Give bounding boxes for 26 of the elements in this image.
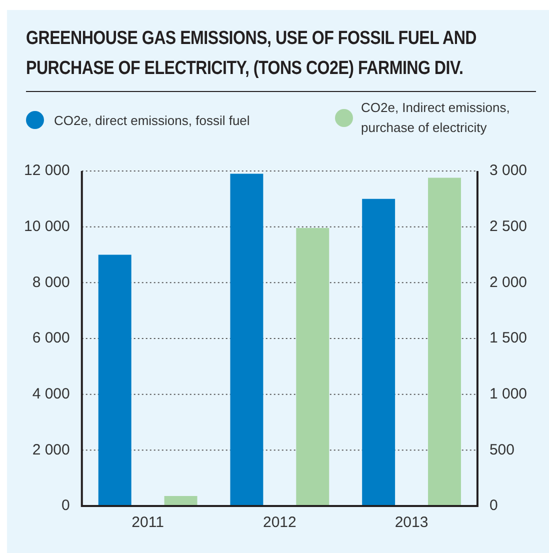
y-tick-label: 8 000 [32, 274, 70, 291]
bar [296, 228, 330, 506]
y-tick-label: 0 [62, 497, 70, 514]
x-tick-label: 2012 [262, 514, 296, 532]
y2-tick-label: 2 000 [489, 274, 528, 291]
y-tick-label: 6 000 [32, 330, 70, 347]
y2-tick-label: 2 500 [489, 218, 528, 235]
y-tick-label: 12 000 [24, 162, 70, 180]
x-tick-label: 2013 [394, 514, 428, 532]
y2-tick-label: 1 000 [489, 385, 528, 402]
y2-tick-label: 1 500 [489, 330, 528, 347]
bar [164, 496, 198, 506]
y2-tick-label: 3 000 [489, 162, 528, 180]
y-tick-label: 2 000 [32, 441, 70, 458]
y2-tick-label: 500 [489, 441, 514, 458]
legend-label: CO2e, direct emissions, fossil fuel [54, 112, 250, 128]
bar [230, 174, 264, 506]
y-tick-label: 4 000 [32, 385, 70, 402]
bar [428, 178, 461, 506]
y2-tick-label: 0 [489, 497, 498, 514]
y-tick-label: 10 000 [24, 218, 70, 235]
legend-label: CO2e, Indirect emissions, purchase of electricity [361, 99, 511, 137]
bar [98, 254, 132, 506]
chart-title: GREENHOUSE GAS EMISSIONS, USE OF FOSSIL FUEL AND PURCHASE OF ELECTRICITY, (TONS CO2E) FARMING DIV. [26, 27, 478, 81]
x-tick-label: 2011 [132, 514, 164, 532]
bar [362, 198, 396, 506]
